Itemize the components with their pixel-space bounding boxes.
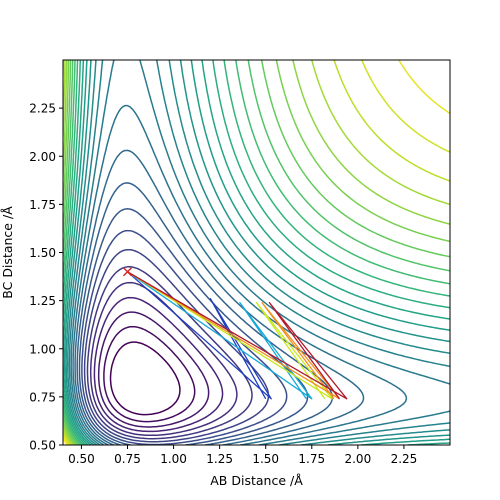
y-tick-label: 2.00 [29, 150, 56, 164]
contour-level [68, 60, 450, 445]
x-tick-label: 2.00 [344, 452, 371, 466]
contour-level [63, 60, 450, 445]
y-axis-ticks: 0.50 0.75 1.00 1.25 1.50 1.75 2.00 2.25 [29, 102, 63, 453]
contour-level [97, 311, 210, 428]
contour-level [66, 60, 450, 445]
contour-level [86, 266, 253, 440]
y-tick-label: 2.25 [29, 102, 56, 116]
y-tick-label: 1.75 [29, 198, 56, 212]
contour-level [63, 60, 450, 445]
contour-level [76, 182, 334, 445]
trajectory-line [127, 271, 313, 400]
contour-level [93, 296, 224, 433]
contour-level [63, 60, 450, 445]
contour-level [63, 60, 450, 445]
contour-level [63, 437, 68, 445]
x-tick-label: 0.75 [114, 452, 141, 466]
x-tick-label: 1.75 [298, 452, 325, 466]
contour-level [70, 60, 450, 445]
x-axis-ticks: 0.50 0.75 1.00 1.25 1.50 1.75 2.00 2.25 [68, 445, 417, 466]
y-tick-label: 0.50 [29, 439, 56, 453]
x-axis-label: AB Distance /Å [210, 473, 303, 488]
trajectory-line [127, 271, 348, 400]
x-tick-label: 0.50 [68, 452, 95, 466]
y-axis-label: BC Distance /Å [0, 206, 15, 299]
contour-level [63, 60, 450, 445]
contour-lines [63, 60, 450, 445]
trajectory-lines [127, 271, 348, 400]
x-tick-label: 2.25 [391, 452, 418, 466]
contour-level [63, 60, 450, 445]
contour-level [63, 60, 450, 445]
start-marker-x [122, 267, 133, 277]
contour-level [109, 341, 181, 416]
contour-level [63, 60, 450, 445]
contour-level [78, 208, 309, 445]
x-tick-label: 1.00 [160, 452, 187, 466]
contour-level [72, 104, 408, 445]
y-tick-label: 1.25 [29, 294, 56, 308]
y-tick-label: 1.50 [29, 246, 56, 260]
start-marker [122, 267, 133, 277]
trajectory-line [127, 271, 333, 400]
x-tick-label: 1.50 [252, 452, 279, 466]
x-tick-label: 1.25 [206, 452, 233, 466]
contour-level [103, 325, 196, 423]
contour-level [63, 60, 450, 445]
trajectory-line [127, 271, 341, 400]
contour-level [63, 60, 450, 445]
y-tick-label: 0.75 [29, 390, 56, 404]
contour-level [65, 60, 450, 445]
contour-level [63, 60, 450, 445]
y-tick-label: 1.00 [29, 342, 56, 356]
